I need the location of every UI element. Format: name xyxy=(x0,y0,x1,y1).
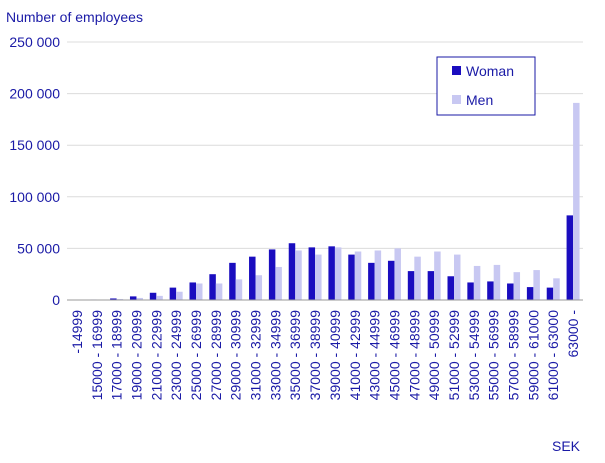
x-tick-label: 49000 - 50999 xyxy=(426,310,442,401)
bar-men xyxy=(136,297,143,300)
x-tick-label: 19000 - 20999 xyxy=(128,310,144,401)
bar-men xyxy=(176,291,183,300)
y-axis-ticks: 0 50 000 100 000 150 000 200 000 250 000 xyxy=(9,34,60,308)
legend-swatch-woman xyxy=(452,66,461,75)
bar-men xyxy=(215,283,223,300)
x-tick-label: 45000 - 46999 xyxy=(386,310,402,401)
x-tick-label: 63000 - xyxy=(565,310,581,358)
legend-label-woman: Woman xyxy=(466,63,514,79)
bar-men xyxy=(196,283,203,300)
bar-woman xyxy=(427,271,435,300)
bar-woman xyxy=(526,287,534,300)
y-tick-label: 150 000 xyxy=(9,137,60,153)
bar-men xyxy=(553,278,560,300)
x-tick-label: 43000 - 44999 xyxy=(367,310,383,401)
x-tick-label: 53000 - 54999 xyxy=(466,310,482,401)
y-tick-label: 200 000 xyxy=(9,86,60,102)
bar-woman xyxy=(566,215,574,300)
bar-woman xyxy=(149,292,157,300)
bar-woman xyxy=(129,296,137,300)
legend-swatch-men xyxy=(452,95,461,104)
bar-woman xyxy=(189,282,196,300)
x-axis-title: SEK xyxy=(552,438,581,454)
legend-label-men: Men xyxy=(466,92,493,108)
x-tick-label: 27000 - 28999 xyxy=(208,310,224,401)
x-tick-label: 33000 - 34999 xyxy=(267,310,283,401)
x-tick-label: 37000 - 38999 xyxy=(307,310,323,401)
bar-woman xyxy=(447,276,454,300)
bar-woman xyxy=(387,260,395,300)
bar-woman xyxy=(209,274,216,300)
x-tick-label: 31000 - 32999 xyxy=(248,310,264,401)
bar-men xyxy=(156,295,163,300)
bar-men xyxy=(394,248,401,300)
bar-men xyxy=(573,102,580,300)
bar-men xyxy=(354,251,362,300)
bar-men xyxy=(315,254,322,300)
x-tick-label: 17000 - 18999 xyxy=(109,310,125,401)
x-tick-label: 55000 - 56999 xyxy=(486,310,502,401)
x-tick-label: 35000 - 36999 xyxy=(287,310,303,401)
bar-men xyxy=(513,272,521,300)
bar-men xyxy=(295,250,302,300)
bar-woman xyxy=(268,249,276,300)
bar-woman xyxy=(328,246,335,300)
bar-men xyxy=(334,247,342,300)
x-tick-label: 41000 - 42999 xyxy=(347,310,363,401)
bar-woman xyxy=(249,256,256,300)
bars xyxy=(70,102,580,300)
bar-men xyxy=(255,275,263,300)
bar-men xyxy=(116,298,124,300)
bar-woman xyxy=(507,283,514,300)
bar-woman xyxy=(288,243,296,300)
bar-woman xyxy=(229,262,236,300)
y-tick-label: 250 000 xyxy=(9,34,60,50)
bar-woman xyxy=(546,287,554,300)
x-tick-label: 29000 - 30999 xyxy=(228,310,244,401)
x-tick-label: 15000 - 16999 xyxy=(89,310,105,401)
bar-woman xyxy=(110,298,117,300)
x-tick-label: 51000 - 52999 xyxy=(446,310,462,401)
bar-woman xyxy=(467,282,474,300)
x-tick-label: -14999 xyxy=(69,310,85,354)
x-tick-label: 21000 - 22999 xyxy=(148,310,164,401)
bar-men xyxy=(235,279,243,300)
legend: Woman Men xyxy=(436,56,536,116)
bar-men xyxy=(493,264,501,300)
y-tick-label: 50 000 xyxy=(17,240,60,256)
bar-men xyxy=(374,250,382,300)
bar-men xyxy=(275,266,282,300)
x-axis-ticks: -14999 15000 - 16999 17000 - 18999 19000 - … xyxy=(69,310,581,401)
x-tick-label: 57000 - 58999 xyxy=(506,310,522,401)
bar-men xyxy=(414,256,421,300)
bar-men xyxy=(473,265,481,300)
y-axis-title: Number of employees xyxy=(6,9,143,25)
x-tick-label: 61000 - 63000 xyxy=(545,310,561,401)
x-tick-label: 59000 - 61000 xyxy=(525,310,541,401)
bar-men xyxy=(454,254,461,300)
x-tick-label: 39000 - 40999 xyxy=(327,310,343,401)
bar-woman xyxy=(169,287,177,300)
bar-men xyxy=(533,270,540,300)
x-tick-label: 25000 - 26999 xyxy=(188,310,204,401)
x-tick-label: 47000 - 48999 xyxy=(406,310,422,401)
bar-woman xyxy=(407,271,415,300)
y-tick-label: 0 xyxy=(52,292,60,308)
bar-woman xyxy=(308,247,316,300)
bar-men xyxy=(434,251,441,300)
x-tick-label: 23000 - 24999 xyxy=(168,310,184,401)
y-tick-label: 100 000 xyxy=(9,189,60,205)
bar-woman xyxy=(368,262,375,300)
bar-woman xyxy=(348,254,355,300)
bar-woman xyxy=(487,281,494,300)
